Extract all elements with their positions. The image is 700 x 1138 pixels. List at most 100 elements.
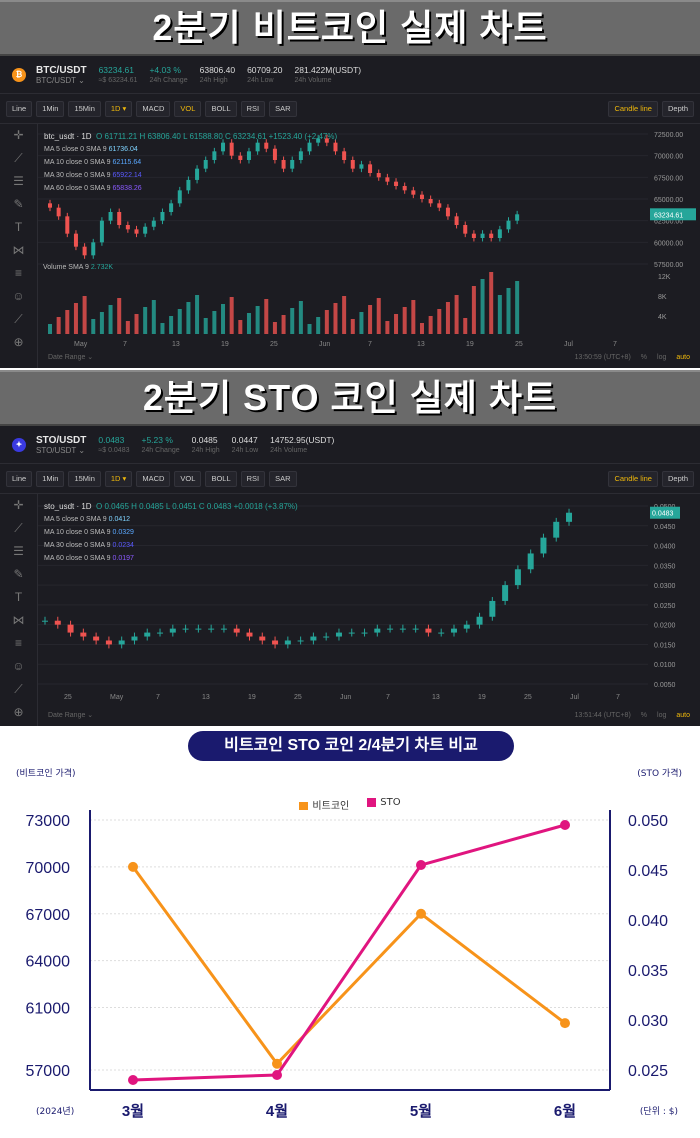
text-icon[interactable]: T bbox=[14, 590, 23, 604]
tb-15min[interactable]: 15Min bbox=[68, 100, 101, 117]
btc-pct-toggle[interactable]: % bbox=[640, 353, 648, 361]
btc-candle bbox=[117, 212, 122, 225]
ruler-icon[interactable]: ⟋ bbox=[14, 312, 23, 326]
tb-1d[interactable]: 1D ▾ bbox=[104, 100, 133, 117]
btc-date-range[interactable]: Date Range ⌄ bbox=[48, 354, 94, 361]
lines-icon[interactable]: ☰ bbox=[13, 174, 24, 188]
btc-banner-title: 2분기 비트코인 실제 차트 bbox=[152, 7, 548, 48]
legend-btc: 비트코인 bbox=[299, 797, 349, 812]
tb-1min[interactable]: 1Min bbox=[36, 100, 65, 117]
btc-volume-bar bbox=[272, 322, 277, 334]
btc-candle bbox=[134, 229, 139, 234]
x-year-note: (2024년) bbox=[36, 1107, 75, 1117]
fib-icon[interactable]: ≡ bbox=[14, 266, 22, 280]
legend-sto: STO bbox=[367, 797, 401, 812]
sto-log-toggle[interactable]: log bbox=[657, 711, 667, 719]
tb-line[interactable]: Line bbox=[6, 100, 33, 117]
btc-auto-toggle[interactable]: auto bbox=[676, 353, 690, 361]
tb-boll[interactable]: BOLL bbox=[205, 470, 237, 487]
bitcoin-icon: ₿ bbox=[12, 67, 26, 82]
sto-candle bbox=[540, 537, 547, 554]
tb-macd[interactable]: MACD bbox=[136, 100, 171, 117]
sto-candle bbox=[182, 628, 189, 630]
tb-vol[interactable]: VOL bbox=[174, 100, 202, 117]
sto-candle bbox=[387, 628, 394, 630]
left-y-tick: 67000 bbox=[26, 907, 71, 924]
btc-pair-label: BTC/USDT bbox=[36, 64, 87, 76]
tb-candle-line[interactable]: Candle line bbox=[608, 470, 658, 487]
btc-chart-area[interactable]: 72500.00 70000.00 67500.00 65000.00 62500.00… bbox=[38, 124, 700, 368]
sto-chart-area[interactable]: 0.05000.04500.04000.03500.03000.02500.02… bbox=[38, 494, 700, 726]
sto-pair-selector[interactable]: STO/USDT STO/USDT ⌄ bbox=[36, 435, 86, 455]
sto-banner: 2분기 STO 코인 실제 차트 bbox=[0, 370, 700, 426]
btc-candle bbox=[333, 142, 338, 152]
btc-candle bbox=[402, 186, 407, 191]
trendline-icon[interactable]: ⟋ bbox=[14, 521, 23, 535]
btc-volume-bar bbox=[143, 307, 148, 334]
sto-auto-toggle[interactable]: auto bbox=[676, 711, 690, 719]
btc-volume-bar bbox=[73, 303, 78, 334]
ruler-icon[interactable]: ⟋ bbox=[14, 682, 23, 696]
sto-x-tick: 25 bbox=[294, 694, 302, 701]
tb-sar[interactable]: SAR bbox=[269, 470, 297, 487]
crosshair-icon[interactable]: ✛ bbox=[13, 128, 24, 142]
sto-date-range[interactable]: Date Range ⌄ bbox=[48, 712, 94, 719]
btc-ma5-value: 61736.04 bbox=[108, 146, 138, 153]
brush-icon[interactable]: ✎ bbox=[13, 567, 24, 581]
tb-boll[interactable]: BOLL bbox=[205, 100, 237, 117]
fib-icon[interactable]: ≡ bbox=[14, 636, 22, 650]
tb-depth[interactable]: Depth bbox=[661, 100, 694, 117]
pattern-icon[interactable]: ⋈ bbox=[12, 613, 25, 627]
sto-candle bbox=[208, 628, 215, 630]
btc-candle bbox=[307, 142, 312, 152]
tb-line[interactable]: Line bbox=[6, 470, 33, 487]
btc-candle bbox=[65, 216, 70, 234]
sto-candle bbox=[348, 632, 355, 634]
tb-sar[interactable]: SAR bbox=[269, 100, 297, 117]
brush-icon[interactable]: ✎ bbox=[13, 197, 24, 211]
sto-candle bbox=[399, 628, 406, 630]
btc-volume-bar bbox=[125, 321, 130, 334]
tb-15min[interactable]: 15Min bbox=[68, 470, 101, 487]
btc-series-point bbox=[272, 1058, 282, 1069]
btc-series-line bbox=[131, 865, 566, 1067]
smile-icon[interactable]: ☺ bbox=[12, 289, 25, 303]
sto-candle bbox=[450, 628, 457, 633]
compare-chart-title: 비트코인 STO 코인 2/4분기 차트 비교 bbox=[188, 731, 514, 761]
btc-high-label: 24h High bbox=[199, 77, 228, 84]
crosshair-icon[interactable]: ✛ bbox=[13, 498, 24, 512]
btc-volume-bar bbox=[324, 310, 329, 334]
btc-volume-bar bbox=[489, 272, 494, 334]
zoom-icon[interactable]: ⊕ bbox=[13, 705, 24, 719]
pattern-icon[interactable]: ⋈ bbox=[12, 243, 25, 257]
btc-log-toggle[interactable]: log bbox=[657, 353, 667, 361]
sto-x-tick: Jun bbox=[340, 694, 351, 701]
btc-volume-bar bbox=[385, 321, 390, 334]
btc-candle bbox=[73, 233, 78, 247]
btc-volume-bar bbox=[402, 307, 407, 334]
tb-1min[interactable]: 1Min bbox=[36, 470, 65, 487]
tb-depth[interactable]: Depth bbox=[661, 470, 694, 487]
tb-rsi[interactable]: RSI bbox=[240, 100, 266, 117]
btc-candle bbox=[48, 203, 52, 208]
sto-ohlc: O 0.0465 H 0.0485 L 0.0451 C 0.0483 +0.0… bbox=[96, 502, 298, 511]
tb-vol[interactable]: VOL bbox=[174, 470, 202, 487]
btc-pair-selector[interactable]: BTC/USDT BTC/USDT ⌄ bbox=[36, 65, 87, 85]
tb-1d[interactable]: 1D ▾ bbox=[104, 470, 133, 487]
btc-volume-bar bbox=[221, 304, 226, 334]
sto-pct-toggle[interactable]: % bbox=[640, 711, 648, 719]
tb-macd[interactable]: MACD bbox=[136, 470, 171, 487]
sto-volume: 14752.95(USDT) bbox=[270, 435, 335, 445]
trendline-icon[interactable]: ⟋ bbox=[14, 151, 23, 165]
tb-rsi[interactable]: RSI bbox=[240, 470, 266, 487]
zoom-icon[interactable]: ⊕ bbox=[13, 335, 24, 349]
tb-candle-line[interactable]: Candle line bbox=[608, 100, 658, 117]
text-icon[interactable]: T bbox=[14, 220, 23, 234]
sto-candle bbox=[476, 616, 483, 625]
smile-icon[interactable]: ☺ bbox=[12, 659, 25, 673]
btc-volume-bar bbox=[117, 298, 122, 334]
btc-x-tick: 25 bbox=[515, 341, 523, 348]
sto-coin-icon: ✦ bbox=[12, 437, 26, 452]
lines-icon[interactable]: ☰ bbox=[13, 544, 24, 558]
sto-legend: sto_usdt · 1D O 0.0465 H 0.0485 L 0.0451… bbox=[44, 500, 298, 565]
